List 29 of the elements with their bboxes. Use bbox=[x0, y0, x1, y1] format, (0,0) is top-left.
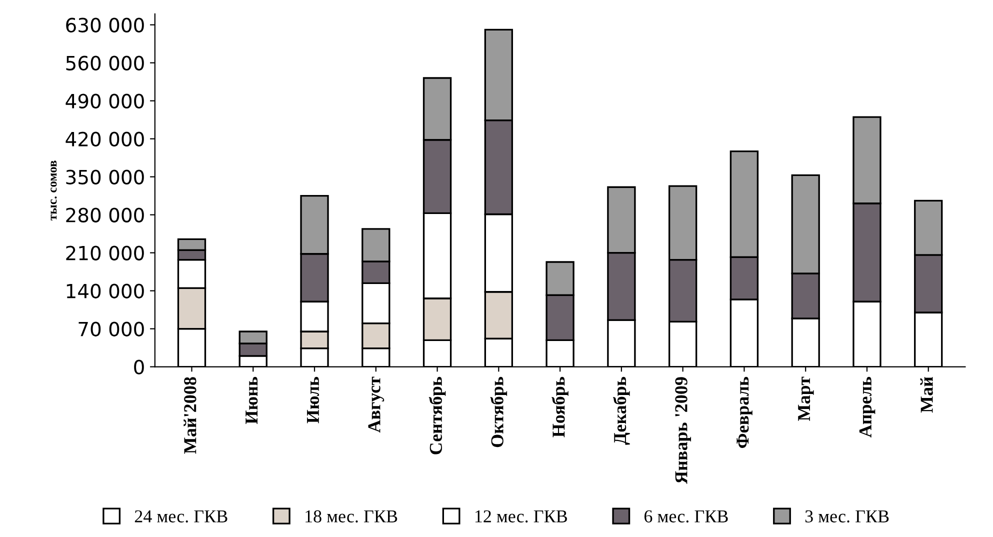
x-tick-label: Декабрь bbox=[613, 376, 630, 445]
legend-label: 18 мес. ГКВ bbox=[306, 510, 398, 523]
x-tick-label: Ноябрь bbox=[552, 376, 568, 438]
legend-label: 6 мес. ГКВ bbox=[644, 510, 728, 523]
x-tick-label: Август bbox=[368, 376, 384, 433]
y-tick-label: 630 000 bbox=[66, 18, 144, 32]
y-axis-title: тыс. сомов bbox=[50, 160, 57, 220]
legend-label: 12 мес. ГКВ bbox=[475, 510, 568, 523]
y-tick-label: 560 000 bbox=[66, 56, 144, 70]
y-tick-label: 140 000 bbox=[66, 284, 144, 298]
x-tick-label: Октябрь bbox=[490, 376, 508, 448]
legend-label: 24 мес. ГКВ bbox=[134, 510, 228, 523]
x-tick-label: Апрель bbox=[859, 376, 876, 438]
y-tick-label: 210 000 bbox=[66, 246, 144, 260]
y-tick-label: 280 000 bbox=[66, 208, 144, 222]
y-tick-label: 0 bbox=[134, 360, 144, 374]
x-tick-label: Январь '2009 bbox=[675, 377, 692, 484]
legend-label: 3 мес. ГКВ bbox=[805, 510, 889, 523]
x-tick-label: Май'2008 bbox=[184, 377, 196, 454]
x-tick-label: Февраль bbox=[736, 376, 752, 448]
y-tick-label: 490 000 bbox=[66, 94, 144, 108]
y-tick-label: 350 000 bbox=[66, 170, 144, 184]
x-tick-label: Июль bbox=[307, 376, 320, 424]
y-tick-label: 70 000 bbox=[78, 322, 144, 336]
x-tick-label: Март bbox=[798, 376, 814, 421]
x-tick-label: Июнь bbox=[246, 376, 258, 424]
x-tick-label: Май bbox=[920, 376, 933, 413]
x-tick-label: Сентябрь bbox=[428, 376, 446, 454]
y-tick-label: 420 000 bbox=[66, 132, 144, 146]
